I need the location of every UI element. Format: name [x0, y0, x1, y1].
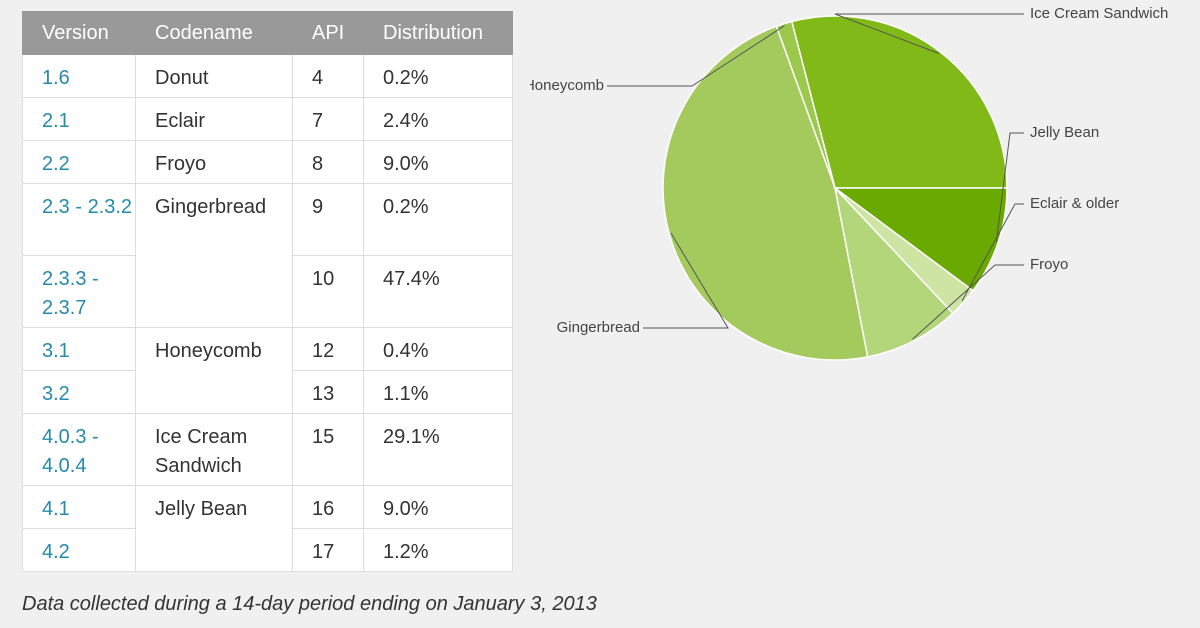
codename-cell: Jelly Bean	[135, 485, 293, 572]
api-cell: 4	[292, 54, 364, 98]
leader-line	[961, 203, 1024, 302]
version-link[interactable]: 3.2	[22, 370, 136, 414]
version-link[interactable]: 4.0.3 - 4.0.4	[22, 413, 136, 486]
version-link[interactable]: 4.2	[22, 528, 136, 572]
table-row: 4.1 Jelly Bean 16 9.0%	[22, 485, 513, 572]
version-link[interactable]: 1.6	[22, 54, 136, 98]
table-row: 2.3 - 2.3.2 Gingerbread 9 0.2%	[22, 183, 513, 328]
pie-label: Eclair & older	[1030, 195, 1119, 212]
pie-label: Jelly Bean	[1030, 124, 1099, 141]
leader-line	[643, 233, 729, 329]
distribution-cell: 1.1%	[363, 370, 513, 414]
pie-label: Froyo	[1030, 256, 1068, 273]
header-api: API	[292, 11, 364, 55]
api-cell: 7	[292, 97, 364, 141]
distribution-cell: 9.0%	[363, 140, 513, 184]
version-link[interactable]: 2.3 - 2.3.2	[22, 183, 136, 256]
api-cell: 17	[292, 528, 364, 572]
api-cell: 13	[292, 370, 364, 414]
codename-cell: Gingerbread	[135, 183, 293, 328]
header-distribution: Distribution	[363, 11, 513, 55]
header-version: Version	[22, 11, 136, 55]
table-row: 4.0.3 - 4.0.4 Ice Cream Sandwich 15 29.1…	[22, 413, 513, 486]
version-link[interactable]: 2.2	[22, 140, 136, 184]
pie-labels: Ice Cream Sandwich Honeycomb Gingerbread Fr…	[530, 5, 1168, 340]
api-cell: 15	[292, 413, 364, 486]
pie-slices	[662, 15, 1008, 361]
distribution-cell: 47.4%	[363, 255, 513, 328]
table-row: 2.2 Froyo 8 9.0%	[22, 140, 513, 184]
api-cell: 16	[292, 485, 364, 529]
pie-slice-jelly-bean	[832, 187, 1008, 292]
version-link[interactable]: 4.1	[22, 485, 136, 529]
pie-label: Honeycomb	[530, 77, 604, 94]
api-cell: 12	[292, 327, 364, 371]
table-row: 2.1 Eclair 7 2.4%	[22, 97, 513, 141]
leader-line	[995, 132, 1024, 242]
pie-label: Gingerbread	[557, 319, 640, 336]
codename-cell: Eclair	[135, 97, 293, 141]
table-row: 3.1 Honeycomb 12 0.4%	[22, 327, 513, 414]
pie-slice-froyo	[833, 185, 955, 358]
version-link[interactable]: 2.3.3 - 2.3.7	[22, 255, 136, 328]
api-cell: 8	[292, 140, 364, 184]
table-row: 1.6 Donut 4 0.2%	[22, 54, 513, 98]
codename-cell: Froyo	[135, 140, 293, 184]
distribution-cell: 2.4%	[363, 97, 513, 141]
pie-slice-ice-cream-sandwich	[790, 15, 1008, 189]
codename-cell: Donut	[135, 54, 293, 98]
table-row: 3.2 13 1.1%	[22, 370, 513, 414]
distribution-cell: 0.2%	[363, 54, 513, 98]
leader-line	[834, 13, 1024, 54]
distribution-cell: 9.0%	[363, 485, 513, 529]
pie-slice-gingerbread	[662, 25, 869, 361]
api-cell: 9	[292, 183, 364, 256]
codename-cell: Honeycomb	[135, 327, 293, 414]
leader-line	[607, 25, 785, 87]
header-codename: Codename	[135, 11, 293, 55]
distribution-table: Version Codename API Distribution 1.6 Do…	[22, 11, 513, 572]
table-row: 4.2 17 1.2%	[22, 528, 513, 572]
distribution-cell: 1.2%	[363, 528, 513, 572]
leader-line	[912, 264, 1024, 340]
version-link[interactable]: 2.1	[22, 97, 136, 141]
table-row: 2.3.3 - 2.3.7 10 47.4%	[22, 255, 513, 328]
distribution-cell: 0.4%	[363, 327, 513, 371]
api-cell: 10	[292, 255, 364, 328]
version-link[interactable]: 3.1	[22, 327, 136, 371]
pie-chart: Ice Cream Sandwich Honeycomb Gingerbread Fr…	[530, 5, 1168, 361]
distribution-cell: 0.2%	[363, 183, 513, 256]
footnote: Data collected during a 14-day period en…	[22, 593, 597, 615]
pie-label: Ice Cream Sandwich	[1030, 5, 1168, 22]
table-header-row: Version Codename API Distribution	[22, 11, 513, 55]
codename-cell: Ice Cream Sandwich	[135, 413, 293, 486]
distribution-cell: 29.1%	[363, 413, 513, 486]
